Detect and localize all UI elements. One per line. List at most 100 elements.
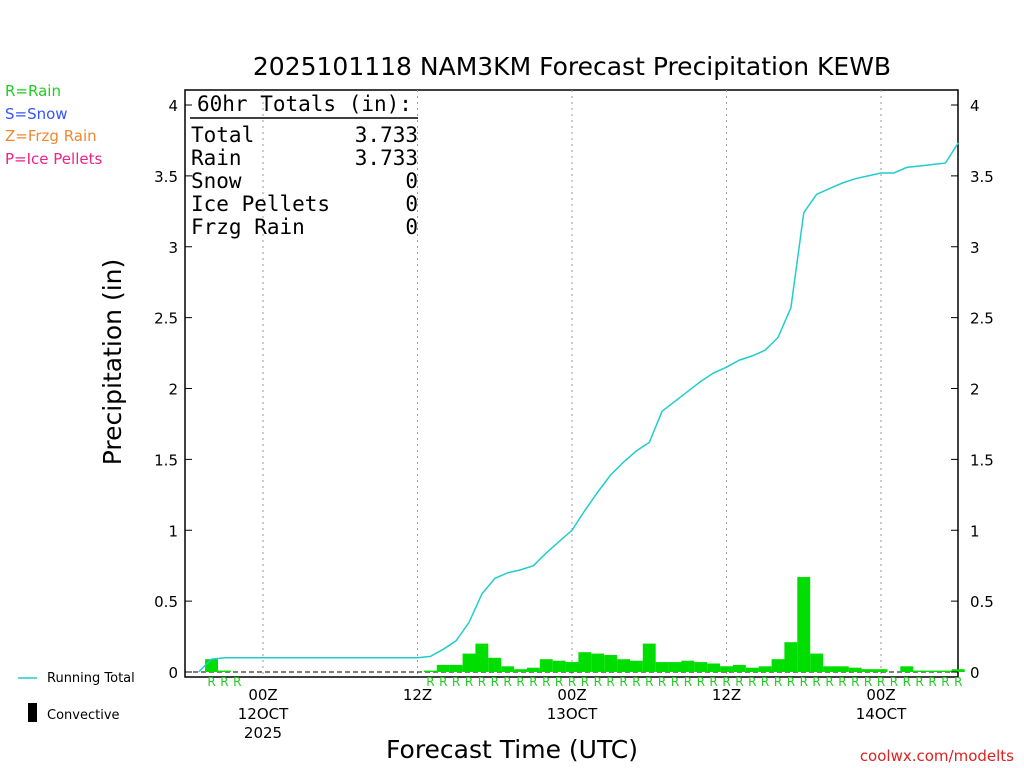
ptype-legend: R=Rain S=Snow Z=Frzg Rain P=Ice Pellets xyxy=(5,82,102,168)
legend-rain: R=Rain xyxy=(5,82,61,100)
totals-value-ice-pellets: 0 xyxy=(405,192,418,216)
rain-bar xyxy=(604,655,618,672)
totals-label-frzg-rain: Frzg Rain xyxy=(191,215,305,239)
ptype-marker: R xyxy=(697,675,705,689)
rain-bar xyxy=(900,666,914,672)
totals-label-ice-pellets: Ice Pellets xyxy=(191,192,330,216)
y-tick-label-left: 1.5 xyxy=(154,451,178,469)
rain-bar xyxy=(745,667,759,672)
running-total-line xyxy=(198,142,959,673)
x-tick-label: 00Z xyxy=(557,686,586,704)
rain-bar xyxy=(938,670,952,672)
rain-bar xyxy=(488,657,502,672)
ptype-marker: R xyxy=(928,675,936,689)
totals-box: 60hr Totals (in): Total 3.733 Rain 3.733… xyxy=(190,92,418,239)
rain-bar xyxy=(694,662,708,672)
ptype-marker: R xyxy=(748,675,756,689)
convective-swatch xyxy=(28,703,37,722)
rain-bar xyxy=(642,643,656,672)
ptype-marker: R xyxy=(503,675,511,689)
x-tick-label: 12Z xyxy=(712,686,741,704)
y-tick-label-right: 1 xyxy=(970,522,980,540)
ptype-marker: R xyxy=(800,675,808,689)
y-tick-label-left: 0 xyxy=(168,664,178,682)
x-tick-label: 12Z xyxy=(403,686,432,704)
ptype-marker: R xyxy=(516,675,524,689)
ptype-marker: R xyxy=(684,675,692,689)
ptype-marker: R xyxy=(864,675,872,689)
x-axis-label: Forecast Time (UTC) xyxy=(386,735,638,764)
ptype-marker: R xyxy=(594,675,602,689)
x-tick-label: 12OCT xyxy=(238,705,289,723)
ptype-marker: R xyxy=(465,675,473,689)
rain-bar xyxy=(668,662,682,672)
y-axis-left: 0 0.5 1 1.5 2 2.5 3 3.5 4 xyxy=(154,97,192,682)
ptype-marker: R xyxy=(452,675,460,689)
rain-bar xyxy=(501,666,515,672)
y-tick-label-left: 4 xyxy=(168,97,178,115)
x-tick-label: 13OCT xyxy=(547,705,598,723)
rain-bars xyxy=(205,577,965,672)
ptype-marker: R xyxy=(619,675,627,689)
rain-bar xyxy=(449,664,463,672)
ptype-marker: R xyxy=(491,675,499,689)
rain-bar xyxy=(926,670,939,672)
ptype-marker: R xyxy=(709,675,717,689)
site-credit: coolwx.com/modelts xyxy=(860,747,1014,765)
rain-bar xyxy=(720,666,733,672)
rain-bar xyxy=(707,663,721,672)
rain-bar xyxy=(539,659,553,672)
totals-label-snow: Snow xyxy=(191,169,242,193)
ptype-marker: R xyxy=(439,675,447,689)
ptype-marker: R xyxy=(851,675,859,689)
rain-bar xyxy=(835,666,849,672)
ptype-marker: R xyxy=(529,675,537,689)
rain-bar xyxy=(436,664,450,672)
ptype-marker: R xyxy=(774,675,782,689)
ptype-marker: R xyxy=(220,675,228,689)
ptype-marker: R xyxy=(954,675,962,689)
chart-title: 2025101118 NAM3KM Forecast Precipitation… xyxy=(253,52,891,81)
rain-bar xyxy=(591,653,605,672)
rain-bar xyxy=(771,659,785,672)
x-tick-label: 14OCT xyxy=(856,705,907,723)
legend-frzg-rain: Z=Frzg Rain xyxy=(5,127,97,145)
y-axis-right: 0 0.5 1 1.5 2 2.5 3 3.5 4 xyxy=(951,97,994,682)
running-total-series xyxy=(198,142,959,673)
ptype-marker: R xyxy=(606,675,614,689)
ptype-marker: R xyxy=(890,675,898,689)
totals-label-rain: Rain xyxy=(191,146,242,170)
rain-bar xyxy=(784,642,798,672)
rain-bar xyxy=(951,669,965,672)
running-total-legend-label: Running Total xyxy=(47,671,135,686)
ptype-marker: R xyxy=(787,675,795,689)
ptype-marker: R xyxy=(426,675,434,689)
ptype-marker: R xyxy=(838,675,846,689)
rain-bar xyxy=(565,662,579,672)
y-tick-label-right: 0 xyxy=(970,664,980,682)
rain-bar xyxy=(861,669,875,672)
y-tick-label-left: 3 xyxy=(168,239,178,257)
ptype-marker: R xyxy=(812,675,820,689)
ptype-marker: R xyxy=(903,675,911,689)
ptype-marker: R xyxy=(478,675,486,689)
y-tick-label-right: 2.5 xyxy=(970,310,994,328)
rain-bar xyxy=(526,667,540,672)
x-tick-label: 2025 xyxy=(244,724,282,742)
rain-bar xyxy=(810,653,824,672)
rain-bar xyxy=(874,669,888,672)
ptype-marker: R xyxy=(207,675,215,689)
y-tick-label-left: 3.5 xyxy=(154,168,178,186)
y-tick-label-right: 3.5 xyxy=(970,168,994,186)
y-tick-label-left: 2 xyxy=(168,381,178,399)
series-legend: Running Total Convective xyxy=(18,671,135,723)
rain-bar xyxy=(617,659,630,672)
ptype-marker: R xyxy=(581,675,589,689)
ptype-marker: R xyxy=(233,675,241,689)
legend-snow: S=Snow xyxy=(5,105,68,123)
x-tick-label: 00Z xyxy=(248,686,277,704)
y-axis-label: Precipitation (in) xyxy=(98,259,127,466)
x-tick-label: 00Z xyxy=(866,686,895,704)
